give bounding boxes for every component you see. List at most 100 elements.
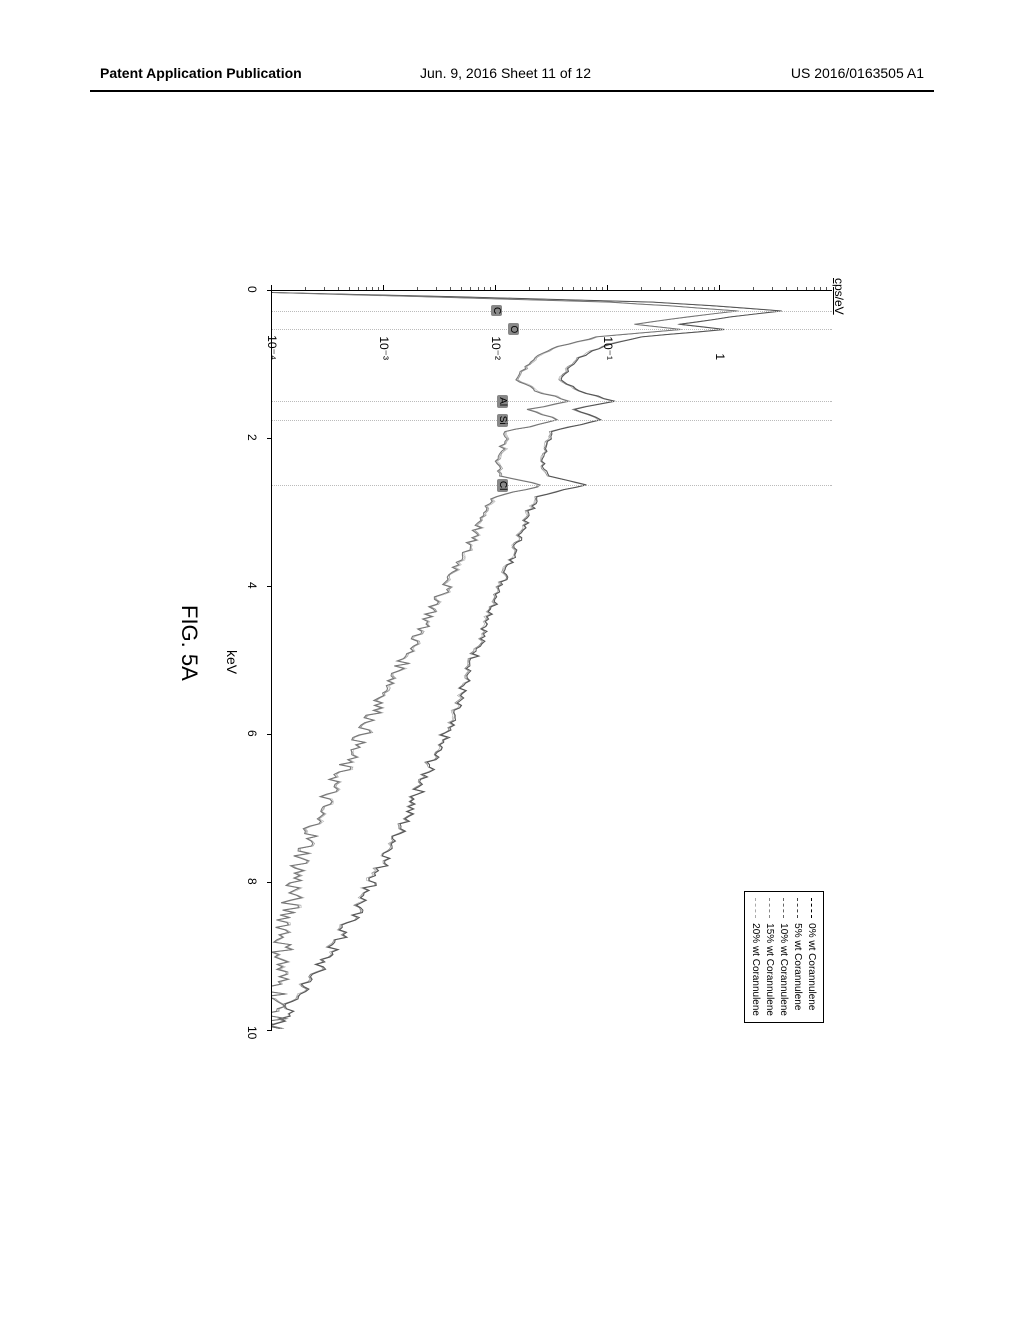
ytick-minor [436,287,437,290]
ytick-minor [708,287,709,290]
legend-swatch [756,898,757,918]
xtick-label: 10 [245,1026,259,1039]
legend-row: 15% wt Corannulene [763,898,777,1016]
peak-gridline [272,329,832,330]
legend-label: 10% wt Corannulene [779,923,790,1016]
xtick-mark [267,734,272,735]
ytick-minor [478,287,479,290]
ytick-minor [806,287,807,290]
figure-5a: cps/eV keV FIG. 5A 0% wt Corannulene5% w… [172,210,852,1110]
xtick-mark [267,290,272,291]
ytick-minor [529,287,530,290]
ytick-minor [305,287,306,290]
peak-gridline [272,401,832,402]
peak-label-o: O [508,323,519,335]
ytick-minor [714,287,715,290]
ytick-minor [417,287,418,290]
legend-label: 20% wt Corannulene [751,923,762,1016]
spectrum-upper-dup1 [272,292,781,1028]
header-left: Patent Application Publication [100,65,302,81]
xtick-mark [267,882,272,883]
ytick-minor [378,287,379,290]
peak-gridline [272,420,832,421]
ytick-minor [772,287,773,290]
ytick-minor [490,287,491,290]
ytick-minor [602,287,603,290]
spectrum-upper [272,292,782,1028]
peak-gridline [272,485,832,486]
ytick-minor [470,287,471,290]
ytick-mark [607,285,608,290]
peak-label-cl: Cl [497,479,508,492]
xtick-label: 8 [245,878,259,885]
legend-swatch [770,898,771,918]
figure-caption: FIG. 5A [176,605,202,681]
peak-label-si: Si [497,414,508,427]
ytick-minor [582,287,583,290]
ytick-minor [694,287,695,290]
ytick-minor [674,287,675,290]
peak-label-c: C [491,305,502,316]
legend-row: 0% wt Corannulene [805,898,819,1016]
xtick-label: 2 [245,434,259,441]
ytick-minor [349,287,350,290]
ytick-minor [641,287,642,290]
legend-swatch [798,898,799,918]
legend-swatch [812,898,813,918]
ytick-minor [596,287,597,290]
legend-label: 5% wt Corannulene [793,923,804,1010]
plot-area: 0% wt Corannulene5% wt Corannulene10% wt… [271,290,832,1031]
ytick-label: 10⁻¹ [601,336,615,360]
ytick-minor [590,287,591,290]
header-right: US 2016/0163505 A1 [791,65,924,81]
spectrum-upper-dup2 [272,292,781,1028]
legend: 0% wt Corannulene5% wt Corannulene10% wt… [744,891,824,1023]
spectrum-upper-dup3 [272,292,780,1028]
ytick-minor [797,287,798,290]
ytick-minor [814,287,815,290]
xtick-mark [267,438,272,439]
ytick-minor [786,287,787,290]
x-axis-label: keV [224,650,240,674]
ytick-minor [548,287,549,290]
legend-row: 10% wt Corannulene [777,898,791,1016]
ytick-label: 10⁻² [489,336,503,360]
header-rule [90,90,934,92]
ytick-minor [820,287,821,290]
ytick-minor [338,287,339,290]
ytick-minor [753,287,754,290]
legend-swatch [784,898,785,918]
ytick-minor [826,287,827,290]
xtick-label: 0 [245,286,259,293]
ytick-label: 10⁻⁴ [265,335,279,360]
ytick-mark [495,285,496,290]
xtick-mark [267,586,272,587]
peak-label-al: Al [497,395,508,408]
ytick-minor [660,287,661,290]
ytick-minor [324,287,325,290]
ytick-minor [685,287,686,290]
ytick-minor [372,287,373,290]
legend-row: 5% wt Corannulene [791,898,805,1016]
ytick-minor [461,287,462,290]
ytick-minor [562,287,563,290]
ytick-mark [271,285,272,290]
ytick-minor [484,287,485,290]
xtick-label: 6 [245,730,259,737]
ytick-mark [383,285,384,290]
ytick-mark [719,285,720,290]
header-center: Jun. 9, 2016 Sheet 11 of 12 [420,65,591,81]
ytick-label: 1 [713,353,727,360]
peak-gridline [272,311,832,312]
ytick-minor [366,287,367,290]
xtick-mark [267,1030,272,1031]
legend-label: 0% wt Corannulene [807,923,818,1010]
legend-label: 15% wt Corannulene [765,923,776,1016]
ytick-minor [358,287,359,290]
xtick-label: 4 [245,582,259,589]
ytick-label: 10⁻³ [377,336,391,360]
ytick-minor [450,287,451,290]
ytick-minor [573,287,574,290]
y-axis-label: cps/eV [832,278,846,315]
ytick-minor [702,287,703,290]
